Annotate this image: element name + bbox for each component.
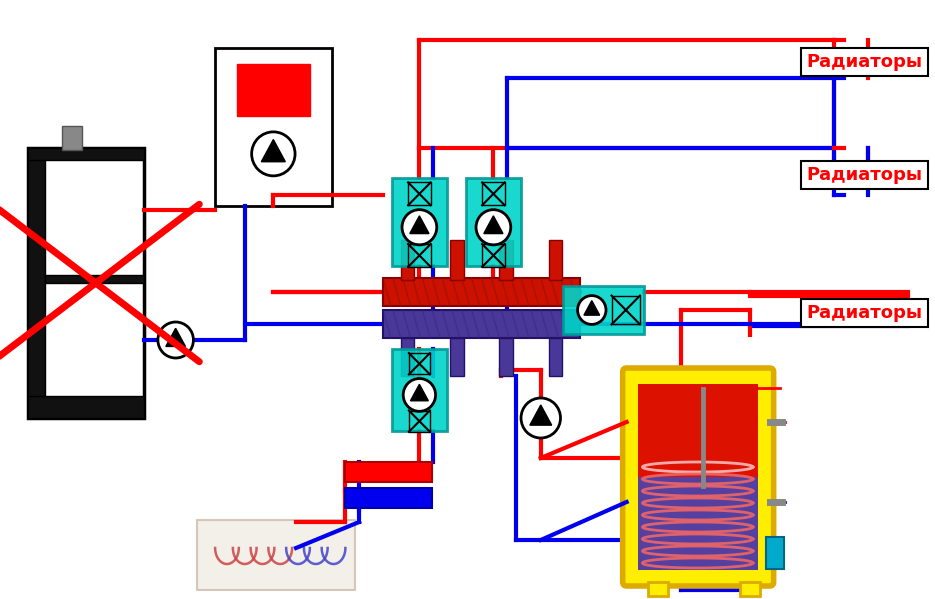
Circle shape xyxy=(252,132,295,176)
Bar xyxy=(549,240,563,280)
Circle shape xyxy=(578,295,606,325)
Polygon shape xyxy=(530,405,552,425)
Bar xyxy=(482,244,505,267)
Bar xyxy=(197,520,355,590)
Circle shape xyxy=(402,210,437,245)
Bar xyxy=(46,275,144,283)
Bar xyxy=(408,244,431,267)
Bar xyxy=(237,64,309,116)
Bar xyxy=(450,240,464,280)
Bar xyxy=(409,410,430,432)
FancyBboxPatch shape xyxy=(623,368,773,586)
Bar xyxy=(28,148,144,418)
Bar xyxy=(648,582,669,596)
Bar xyxy=(499,338,513,376)
Bar xyxy=(639,477,758,570)
Bar xyxy=(450,338,464,376)
Text: Радиаторы: Радиаторы xyxy=(806,166,923,184)
Bar xyxy=(766,537,784,569)
Bar xyxy=(28,396,144,418)
Polygon shape xyxy=(262,140,285,162)
Bar xyxy=(215,48,332,206)
Circle shape xyxy=(521,398,560,438)
Bar xyxy=(400,338,414,376)
Circle shape xyxy=(476,210,511,245)
Bar xyxy=(564,286,644,334)
Polygon shape xyxy=(410,216,429,234)
Bar xyxy=(392,178,447,266)
Bar xyxy=(409,353,430,374)
Bar xyxy=(345,488,432,508)
Bar xyxy=(382,278,581,306)
Bar xyxy=(408,183,431,205)
Bar xyxy=(345,462,432,482)
Text: Радиаторы: Радиаторы xyxy=(806,53,923,71)
Bar xyxy=(639,384,758,477)
Polygon shape xyxy=(483,216,503,234)
Bar xyxy=(466,178,521,266)
Bar xyxy=(392,349,447,431)
Bar xyxy=(400,240,414,280)
Circle shape xyxy=(158,322,194,358)
Bar xyxy=(549,338,563,376)
Polygon shape xyxy=(584,301,599,315)
Bar xyxy=(611,295,640,325)
Bar xyxy=(741,582,760,596)
Bar xyxy=(499,240,513,280)
Bar xyxy=(382,310,581,338)
Bar xyxy=(62,126,82,150)
Text: Радиаторы: Радиаторы xyxy=(806,304,923,322)
Polygon shape xyxy=(410,385,428,401)
Bar xyxy=(28,148,46,418)
Polygon shape xyxy=(165,328,185,346)
Circle shape xyxy=(403,379,436,412)
Bar xyxy=(28,148,144,160)
Bar xyxy=(482,183,505,205)
